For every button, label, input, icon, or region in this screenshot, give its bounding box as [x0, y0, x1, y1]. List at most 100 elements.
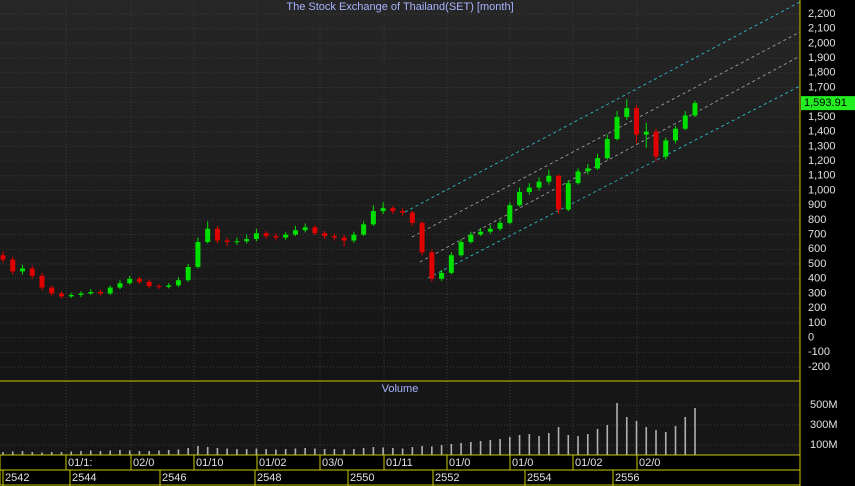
volume-bar	[518, 435, 521, 455]
candle-body	[409, 212, 415, 223]
volume-bar	[177, 449, 180, 455]
candle-body	[341, 237, 347, 241]
candle-body	[0, 255, 6, 260]
volume-bar	[645, 427, 648, 455]
volume-bar	[167, 450, 170, 455]
volume-bar	[99, 451, 102, 455]
volume-bar	[606, 425, 609, 455]
volume-bar	[567, 435, 570, 455]
volume-bar	[684, 417, 687, 455]
candle-body	[214, 228, 220, 241]
candle-body	[175, 280, 181, 286]
volume-bar	[353, 449, 355, 455]
candle-body	[585, 168, 591, 172]
volume-bar	[206, 447, 209, 455]
x-tick-label: 01/02	[259, 457, 287, 469]
last-price-label: 1,593.91	[804, 97, 847, 109]
candle-body	[253, 233, 259, 240]
candle-body	[634, 108, 640, 135]
channel-lines	[404, 1, 801, 279]
candle-body	[614, 116, 620, 140]
candle-body	[624, 108, 630, 117]
candle-body	[10, 259, 16, 272]
volume-bar	[89, 450, 92, 455]
volume-bar	[41, 452, 43, 455]
candle-body	[419, 222, 425, 253]
volume-bar	[109, 450, 112, 455]
volume-bar	[323, 449, 326, 455]
candle-body	[283, 234, 289, 238]
volume-bar	[528, 434, 531, 455]
candle-body	[663, 140, 669, 157]
volume-bar	[70, 451, 73, 455]
grid	[0, 0, 800, 455]
y-tick-label: 500	[808, 258, 826, 270]
volume-bar	[440, 445, 443, 455]
volume-bar	[226, 448, 228, 455]
volume-bar	[245, 449, 248, 455]
candle-body	[107, 287, 113, 294]
chart-title: The Stock Exchange of Thailand(SET) [mon…	[286, 1, 513, 13]
volume-bar	[119, 450, 121, 455]
candle-body	[507, 205, 513, 223]
candle-body	[234, 241, 240, 243]
volume-bar	[31, 452, 34, 455]
candle-body	[78, 293, 84, 295]
candle-body	[575, 171, 581, 184]
y-tick-label: 2,100	[808, 23, 836, 35]
volume-bar	[421, 446, 423, 455]
candle-body	[595, 158, 601, 169]
volume-bar	[138, 451, 141, 455]
candle-body	[390, 208, 396, 212]
volume-bar	[470, 442, 472, 455]
candle-body	[536, 181, 542, 188]
candle-body	[487, 228, 493, 232]
volume-bar	[460, 443, 462, 455]
y-tick-label: 1,400	[808, 126, 836, 138]
y-tick-label: 0	[808, 332, 814, 344]
y-tick-label: 1,200	[808, 155, 836, 167]
y-tick-label: 400	[808, 273, 826, 285]
volume-bar	[479, 441, 482, 455]
candle-body	[497, 222, 503, 229]
volume-bar	[60, 452, 63, 455]
candle-body	[458, 241, 464, 256]
candle-body	[68, 294, 74, 297]
volume-bar	[509, 437, 511, 455]
volume-bar	[216, 448, 219, 455]
channel-line	[404, 1, 801, 213]
candle-body	[361, 224, 367, 235]
x-tick-label: 02/0	[133, 457, 154, 469]
candle-body	[468, 234, 474, 242]
x-tick-label: 02/0	[639, 457, 660, 469]
y-tick-label: 100M	[810, 439, 838, 451]
candle-body	[643, 131, 649, 135]
x-tick-label: 2556	[615, 472, 639, 484]
candle-body	[448, 255, 454, 273]
candle-body	[292, 230, 298, 235]
candle-body	[39, 275, 45, 288]
y-tick-label: -100	[808, 346, 830, 358]
volume-bar	[333, 449, 336, 455]
y-tick-label: 1,700	[808, 81, 836, 93]
y-tick-label: 900	[808, 199, 826, 211]
volume-bar	[694, 408, 696, 455]
volume-bar	[284, 449, 287, 455]
volume-bar	[674, 426, 677, 455]
x-tick-label: 2548	[257, 472, 281, 484]
volume-bar	[655, 430, 657, 455]
candle-body	[136, 278, 142, 282]
y-tick-label: 1,000	[808, 184, 836, 196]
marks	[0, 99, 698, 455]
candle-body	[273, 236, 279, 238]
channel-line	[419, 55, 801, 263]
candle-body	[205, 228, 211, 242]
x-tick-label: 2546	[162, 472, 186, 484]
x-tick-label: 03/0	[322, 457, 343, 469]
y-tick-label: 1,300	[808, 140, 836, 152]
candle-body	[29, 268, 35, 276]
volume-bar	[343, 449, 345, 455]
x-tick-label: 01/0	[449, 457, 470, 469]
candle-body	[526, 187, 532, 192]
